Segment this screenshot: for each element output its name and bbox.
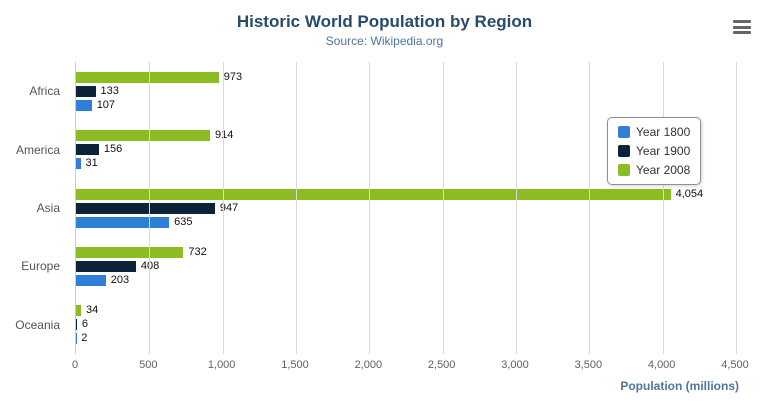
gridline	[222, 62, 224, 354]
legend-label: Year 1900	[636, 144, 691, 158]
bar-africa-year-2008[interactable]	[76, 71, 219, 83]
bar-america-year-1900[interactable]	[76, 144, 99, 156]
gridline	[516, 62, 517, 354]
chart-subtitle: Source: Wikipedia.org	[325, 34, 444, 48]
x-tick-label: 1,500	[281, 359, 309, 371]
y-axis-labels: Africa America Asia Europe Oceania	[0, 62, 68, 354]
data-label: 6	[81, 318, 88, 331]
x-tick-label: 4,500	[721, 359, 749, 371]
x-tick-label: 1,000	[207, 359, 236, 371]
gridline	[662, 62, 664, 354]
legend-swatch-icon	[618, 126, 630, 138]
bar-line: 203	[76, 273, 736, 286]
category-label-asia: Asia	[36, 201, 60, 216]
category-row-africa: 973 133 107	[76, 62, 736, 120]
bar-line: 156	[76, 143, 736, 156]
x-axis-labels: 0 500 1,000 1,500 2,000 2,500 3,000 3,500 4,000 4…	[71, 359, 749, 373]
hamburger-bar	[733, 31, 751, 34]
category-row-europe: 732 408203	[76, 237, 736, 295]
legend-label: Year 1800	[636, 125, 691, 139]
bar-oceania-year-2008[interactable]	[76, 305, 81, 317]
x-axis-title: Population (millions)	[620, 379, 739, 393]
bar-asia-year-2008[interactable]	[76, 188, 671, 200]
bar-line: 732	[76, 245, 736, 258]
data-label: 203	[110, 273, 130, 286]
x-tick-label: 4,000	[647, 359, 676, 371]
legend-item-year-1900[interactable]: Year 1900	[618, 144, 690, 158]
category-label-europe: Europe	[21, 259, 60, 274]
gridline	[736, 62, 737, 354]
data-label: 133	[100, 84, 119, 97]
data-label: 4,054	[675, 187, 704, 200]
data-label: 31	[85, 157, 98, 170]
category-row-oceania: 34 6 2	[76, 296, 736, 354]
bar-line: 133	[76, 84, 736, 97]
bar-line: 408	[76, 260, 736, 272]
data-label: 635	[174, 215, 193, 228]
data-label: 973	[223, 70, 243, 83]
bar-europe-year-2008[interactable]	[76, 246, 184, 258]
data-label: 947	[219, 201, 239, 214]
x-tick-label: 0	[71, 359, 79, 371]
data-label: 156	[103, 143, 123, 156]
chart-title: Historic World Population by Region	[236, 12, 533, 31]
legend-item-year-1800[interactable]: Year 1800	[618, 125, 690, 139]
category-label-america: America	[15, 142, 60, 157]
x-tick-label: 2,500	[427, 359, 456, 371]
hamburger-menu-icon[interactable]	[733, 20, 751, 34]
gridline	[369, 62, 371, 354]
bar-america-year-2008[interactable]	[76, 130, 211, 142]
bar-line: 107	[76, 98, 736, 111]
legend-item-year-2008[interactable]: Year 2008	[618, 163, 690, 177]
data-label: 34	[85, 304, 99, 317]
bar-line: 31	[76, 157, 736, 170]
legend-swatch-icon	[618, 164, 630, 176]
bar-oceania-year-1900[interactable]	[76, 319, 77, 331]
hamburger-bar	[733, 25, 751, 29]
bar-africa-year-1900[interactable]	[76, 85, 96, 97]
legend-label: Year 2008	[636, 163, 691, 177]
gridline	[442, 62, 444, 354]
category-row-asia: 4,054 947 635	[76, 179, 736, 237]
bar-asia-year-1900[interactable]	[76, 202, 215, 214]
bar-line: 947	[76, 201, 736, 214]
category-label-africa: Africa	[29, 84, 60, 99]
legend: Year 1800 Year 1900 Year 2008	[607, 117, 702, 185]
bar-line: 34	[76, 304, 736, 317]
bar-line: 914	[76, 129, 736, 142]
legend-swatch-icon	[618, 145, 630, 157]
category-row-america: 914 156 31	[76, 120, 736, 178]
bar-line: 6	[76, 318, 736, 331]
bar-line: 973	[76, 70, 736, 83]
bar-europe-year-1900[interactable]	[76, 260, 136, 272]
bar-europe-year-1800[interactable]	[76, 274, 106, 286]
data-label: 914	[215, 129, 234, 142]
category-label-oceania: Oceania	[15, 317, 60, 332]
gridline	[149, 62, 151, 354]
bar-america-year-1800[interactable]	[76, 158, 81, 170]
x-tick-label: 3,000	[501, 359, 529, 371]
bar-line: 2	[76, 332, 736, 345]
gridline	[589, 62, 591, 354]
x-tick-label: 2,000	[354, 359, 383, 371]
bar-line: 635	[76, 215, 736, 228]
hamburger-bar	[733, 20, 751, 23]
bar-africa-year-1800[interactable]	[76, 99, 92, 111]
bar-asia-year-1800[interactable]	[76, 216, 170, 228]
bar-line: 4,054	[76, 187, 736, 200]
data-label: 107	[96, 98, 116, 111]
gridline	[296, 62, 297, 354]
x-tick-label: 500	[139, 359, 158, 371]
data-label: 732	[188, 245, 207, 258]
data-label: 2	[81, 332, 88, 345]
x-tick-label: 3,500	[574, 359, 603, 371]
